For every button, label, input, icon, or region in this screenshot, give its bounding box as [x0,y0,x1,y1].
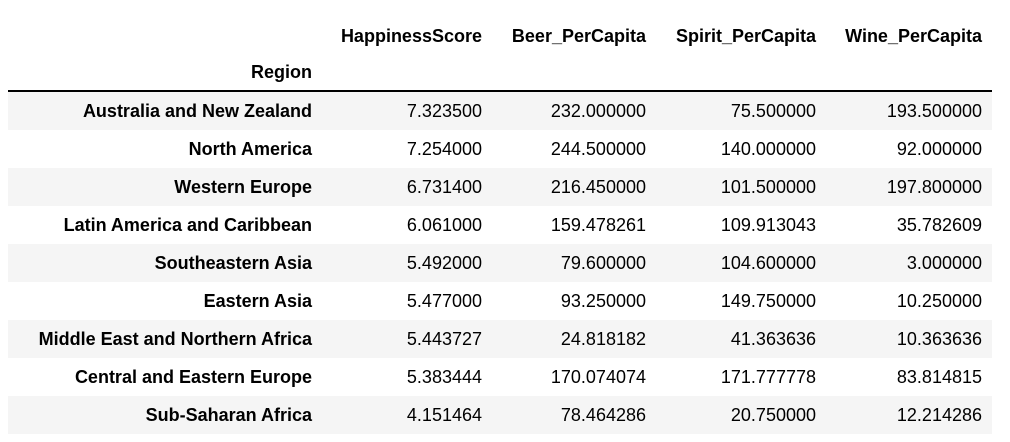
cell-happinessscore: 6.061000 [406,215,482,235]
cell-wine-percapita: 10.250000 [896,291,982,311]
cell-spirit-percapita: 20.750000 [730,405,816,425]
table-row: Australia and New Zealand 7.323500 232.0… [8,91,992,130]
cell-beer-percapita: 170.074074 [550,367,646,387]
cell-happinessscore: 5.383444 [406,367,482,387]
index-corner-cell [8,18,322,54]
table-row: North America 7.254000 244.500000 140.00… [8,130,992,168]
column-header-wine-percapita: Wine_PerCapita [845,26,982,46]
cell-wine-percapita: 193.500000 [886,101,982,121]
cell-happinessscore: 7.254000 [406,139,482,159]
row-label: Middle East and Northern Africa [38,329,312,349]
row-label: Sub-Saharan Africa [145,405,312,425]
cell-happinessscore: 4.151464 [406,405,482,425]
row-label: Eastern Asia [203,291,312,311]
cell-spirit-percapita: 41.363636 [730,329,816,349]
cell-happinessscore: 5.492000 [406,253,482,273]
cell-wine-percapita: 197.800000 [886,177,982,197]
cell-beer-percapita: 93.250000 [560,291,646,311]
index-name-filler [826,54,992,91]
cell-spirit-percapita: 140.000000 [720,139,816,159]
cell-spirit-percapita: 75.500000 [730,101,816,121]
index-name-filler [322,54,492,91]
cell-spirit-percapita: 149.750000 [720,291,816,311]
row-label: North America [188,139,312,159]
row-label: Southeastern Asia [154,253,312,273]
cell-wine-percapita: 92.000000 [896,139,982,159]
index-name-filler [492,54,656,91]
cell-wine-percapita: 10.363636 [896,329,982,349]
index-name-label: Region [251,62,312,82]
table-header: HappinessScore Beer_PerCapita Spirit_Per… [8,18,992,91]
cell-happinessscore: 5.443727 [406,329,482,349]
table-row: Latin America and Caribbean 6.061000 159… [8,206,992,244]
cell-wine-percapita: 12.214286 [896,405,982,425]
column-header-row: HappinessScore Beer_PerCapita Spirit_Per… [8,18,992,54]
cell-wine-percapita: 35.782609 [896,215,982,235]
table-row: Sub-Saharan Africa 4.151464 78.464286 20… [8,396,992,434]
row-label: Latin America and Caribbean [63,215,312,235]
table-row: Eastern Asia 5.477000 93.250000 149.7500… [8,282,992,320]
row-label: Western Europe [174,177,312,197]
cell-beer-percapita: 244.500000 [550,139,646,159]
cell-happinessscore: 6.731400 [406,177,482,197]
dataframe-table: HappinessScore Beer_PerCapita Spirit_Per… [8,18,992,434]
cell-spirit-percapita: 101.500000 [720,177,816,197]
cell-beer-percapita: 232.000000 [550,101,646,121]
cell-wine-percapita: 3.000000 [906,253,982,273]
cell-spirit-percapita: 171.777778 [720,367,816,387]
index-name-filler [656,54,826,91]
table-row: Southeastern Asia 5.492000 79.600000 104… [8,244,992,282]
cell-happinessscore: 5.477000 [406,291,482,311]
table-row: Middle East and Northern Africa 5.443727… [8,320,992,358]
cell-spirit-percapita: 109.913043 [720,215,816,235]
cell-wine-percapita: 83.814815 [896,367,982,387]
column-header-happinessscore: HappinessScore [340,26,482,46]
cell-beer-percapita: 216.450000 [550,177,646,197]
cell-spirit-percapita: 104.600000 [720,253,816,273]
row-label: Australia and New Zealand [82,101,312,121]
table-body: Australia and New Zealand 7.323500 232.0… [8,91,992,434]
cell-beer-percapita: 159.478261 [550,215,646,235]
index-name-row: Region [8,54,992,91]
table-row: Central and Eastern Europe 5.383444 170.… [8,358,992,396]
cell-beer-percapita: 78.464286 [560,405,646,425]
cell-beer-percapita: 79.600000 [560,253,646,273]
cell-beer-percapita: 24.818182 [560,329,646,349]
table-row: Western Europe 6.731400 216.450000 101.5… [8,168,992,206]
row-label: Central and Eastern Europe [74,367,312,387]
cell-happinessscore: 7.323500 [406,101,482,121]
column-header-beer-percapita: Beer_PerCapita [511,26,646,46]
column-header-spirit-percapita: Spirit_PerCapita [675,26,816,46]
